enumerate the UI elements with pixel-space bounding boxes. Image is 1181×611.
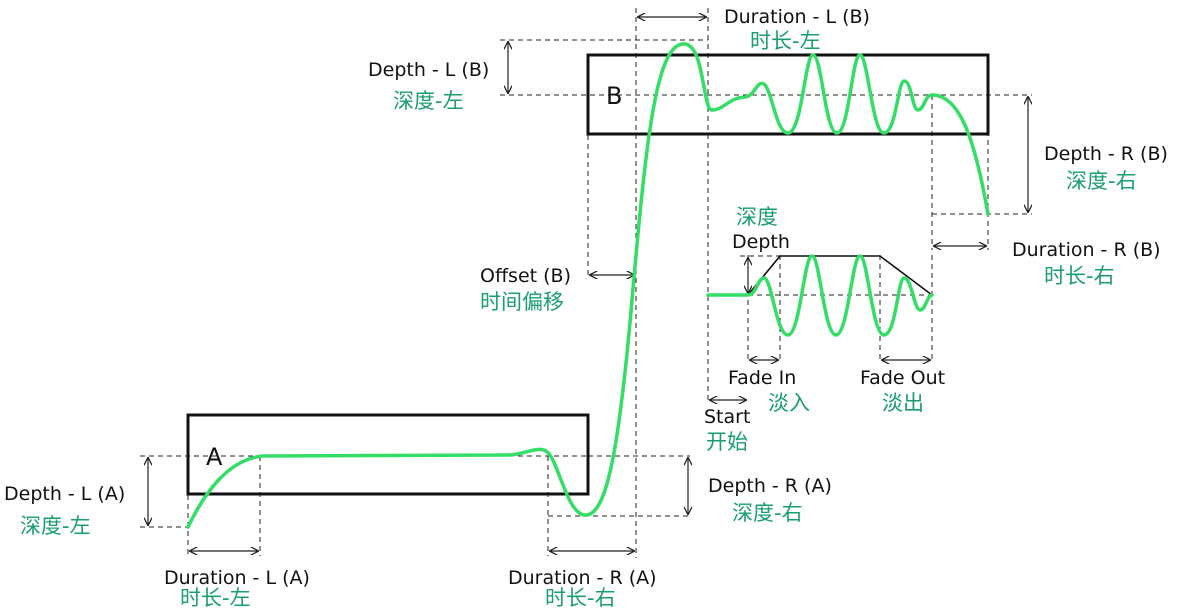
label-depth-r-b-en: Depth - R (B) xyxy=(1044,143,1168,165)
label-depth-l-b-cn: 深度-左 xyxy=(393,89,464,113)
box-b-letter: B xyxy=(606,82,622,110)
envelope-outline xyxy=(747,255,933,296)
label-start-cn: 开始 xyxy=(706,430,748,454)
label-fade-out-en: Fade Out xyxy=(860,367,945,389)
label-fade-in-cn: 淡入 xyxy=(768,391,810,415)
envelope-waveform xyxy=(706,254,934,337)
label-depth-r-a-en: Depth - R (A) xyxy=(708,475,832,497)
label-duration-l-b-cn: 时长-左 xyxy=(750,29,821,53)
label-start-en: Start xyxy=(704,406,750,428)
label-depth-l-a-cn: 深度-左 xyxy=(20,514,91,538)
label-fade-in-en: Fade In xyxy=(728,367,796,389)
label-offset-b-cn: 时间偏移 xyxy=(480,290,564,314)
dimension-arrows xyxy=(148,17,1028,551)
label-duration-l-a-en: Duration - L (A) xyxy=(164,567,310,589)
label-depth-r-a-cn: 深度-右 xyxy=(732,501,803,525)
label-duration-l-a-cn: 时长-左 xyxy=(180,586,251,610)
box-a xyxy=(186,413,590,496)
label-depth-l-a-en: Depth - L (A) xyxy=(4,483,125,505)
label-depth-r-b-cn: 深度-右 xyxy=(1066,169,1137,193)
label-fade-out-cn: 淡出 xyxy=(882,391,924,415)
label-duration-r-b-cn: 时长-右 xyxy=(1044,264,1115,288)
label-depth-l-b-en: Depth - L (B) xyxy=(368,59,489,81)
label-duration-r-a-cn: 时长-右 xyxy=(545,586,616,610)
label-duration-r-b-en: Duration - R (B) xyxy=(1012,239,1161,261)
main-waveform xyxy=(186,42,990,529)
label-offset-b-en: Offset (B) xyxy=(480,265,571,287)
box-a-letter: A xyxy=(206,443,223,471)
label-depth-cn: 深度 xyxy=(736,205,778,229)
label-duration-l-b-en: Duration - L (B) xyxy=(724,6,870,28)
label-duration-r-a-en: Duration - R (A) xyxy=(508,567,657,589)
label-depth-en: Depth xyxy=(732,231,790,253)
labels: Duration - L (B) 时长-左 Depth - L (B) 深度-左… xyxy=(4,6,1168,610)
